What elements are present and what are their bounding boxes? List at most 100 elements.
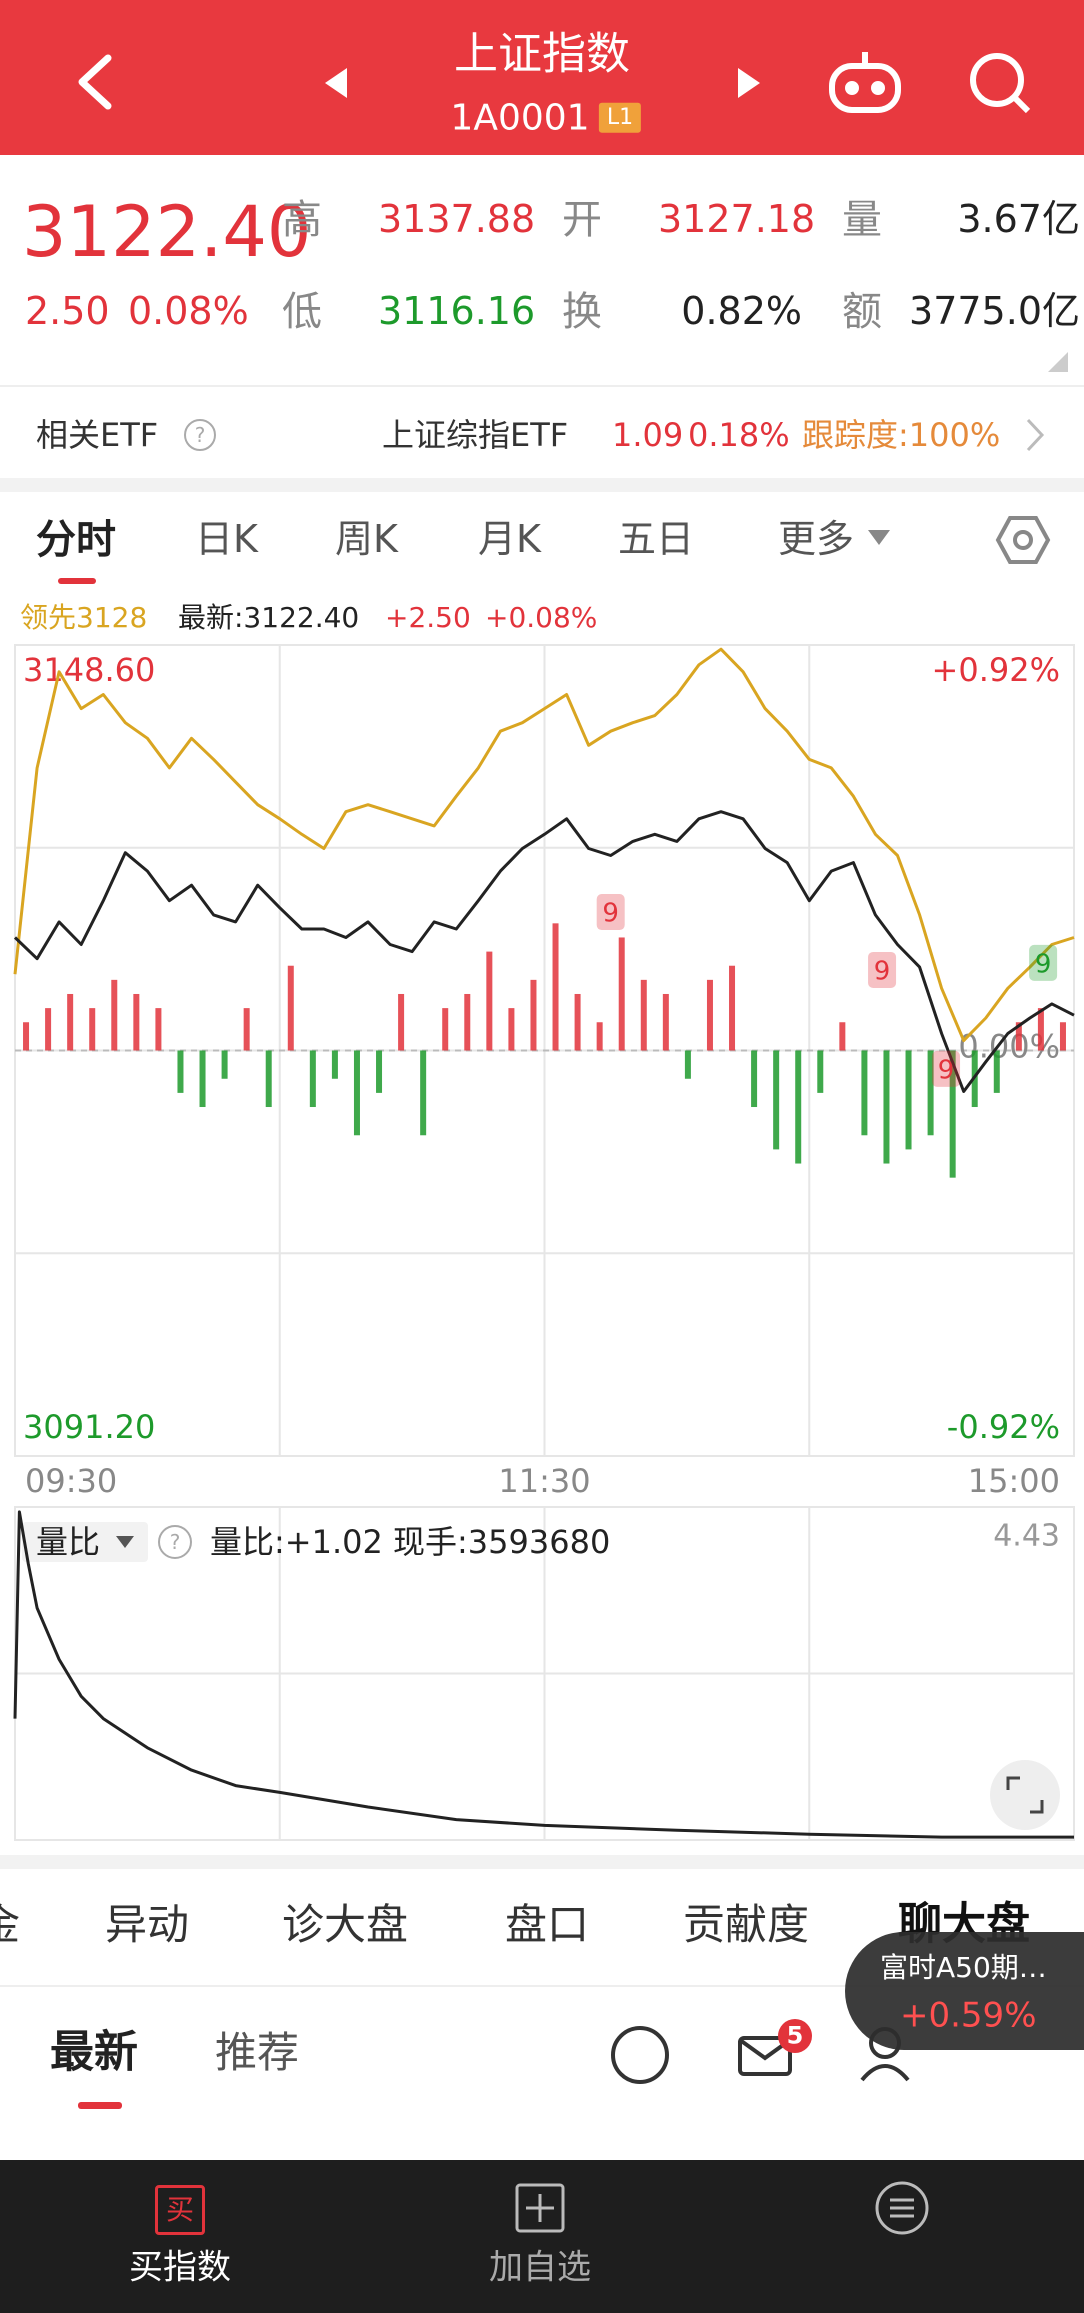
buy-icon[interactable]: 买 (155, 2185, 205, 2235)
volume-bar (420, 1050, 427, 1136)
floating-card[interactable]: 富时A50期… +0.59% (845, 1932, 1084, 2050)
section-tab[interactable]: 金 (0, 1900, 20, 1950)
fullscreen-button (1006, 1776, 1020, 1790)
value: 3137.88 (378, 197, 536, 242)
volume-bar (817, 1050, 824, 1093)
chart-tab[interactable]: 更多 (778, 517, 855, 562)
volume-bar (839, 1022, 846, 1051)
label: 额 (842, 289, 882, 335)
tab-indicator (58, 578, 96, 584)
volume-bar (883, 1050, 890, 1164)
chart-tab[interactable]: 分时 (36, 517, 116, 563)
volume-bar (155, 1008, 162, 1051)
value: 0.82% (681, 289, 802, 334)
info-icon: ? (170, 1530, 181, 1554)
volume-bar (442, 1008, 449, 1051)
value: 3127.18 (658, 197, 816, 242)
chart-tab[interactable]: 日K (195, 517, 258, 562)
signal-marker (1029, 944, 1058, 981)
level-badge: L1 (598, 102, 642, 134)
volume-bar (376, 1050, 383, 1093)
section-tab[interactable]: 贡献度 (683, 1899, 810, 1949)
mail-badge-count: 5 (786, 2021, 804, 2050)
volume-bar (662, 993, 669, 1051)
volume-bar (331, 1050, 338, 1079)
section-tab[interactable]: 盘口 (505, 1899, 590, 1949)
profile-button (860, 2064, 910, 2082)
expand-corner[interactable] (1048, 352, 1068, 372)
y-tick-label: 3091.20 (23, 1408, 155, 1446)
volume-bar (67, 993, 74, 1051)
volume-bar (177, 1050, 184, 1093)
volume-bar (706, 979, 713, 1051)
card-change: +0.59% (900, 1995, 1037, 2036)
volume-bar (949, 1050, 956, 1178)
add-icon[interactable] (515, 2183, 565, 2233)
menu-icon[interactable] (875, 2181, 929, 2235)
volume-bar (464, 993, 471, 1051)
volume-bar (773, 1050, 780, 1150)
section-tab[interactable]: 诊大盘 (282, 1899, 409, 1949)
signal-label: 9 (1035, 949, 1052, 979)
label: 开 (562, 197, 602, 243)
nav-buy[interactable]: 买指数 (129, 2247, 231, 2288)
back-button[interactable] (78, 54, 112, 110)
robot-button[interactable] (829, 52, 901, 113)
value: 3775.0亿 (909, 289, 1080, 334)
info-icon[interactable] (184, 419, 216, 451)
divider (0, 1855, 1084, 1869)
mail-badge (778, 2019, 812, 2053)
nav-watch[interactable]: 加自选 (489, 2247, 591, 2288)
label: 换 (562, 289, 602, 335)
volume-bar (265, 1050, 272, 1108)
search-button[interactable] (970, 53, 1031, 114)
chart-tab[interactable]: 五日 (618, 517, 695, 562)
y2-tick-label: -0.92% (947, 1408, 1060, 1446)
chart-tab[interactable]: 月K (478, 517, 541, 562)
volume-bar (1037, 1008, 1044, 1051)
community-button[interactable] (611, 2026, 669, 2084)
series-line (13, 810, 1075, 1093)
volume-bar (640, 979, 647, 1051)
chart-tab[interactable]: 周K (335, 517, 398, 562)
volume-bar (861, 1050, 868, 1136)
settings-button[interactable] (995, 516, 1051, 564)
change: 2.50 (25, 289, 110, 334)
selector[interactable]: 量比 (36, 1522, 101, 1561)
info-icon: ? (195, 423, 206, 447)
divider (0, 385, 1084, 387)
section-tab[interactable]: 异动 (105, 1899, 190, 1949)
volume-bar (111, 979, 118, 1051)
signal-label: 9 (602, 899, 619, 929)
chevron[interactable] (1026, 418, 1045, 452)
divider (0, 478, 1084, 492)
divider (0, 1985, 1084, 1987)
volume-bar (1015, 1022, 1022, 1051)
label: 量 (842, 197, 882, 243)
volume-bar (287, 965, 294, 1051)
etf-name[interactable]: 上证综指ETF (382, 415, 569, 454)
fullscreen-button (1030, 1800, 1044, 1814)
dropdown-arrow[interactable] (116, 1536, 134, 1548)
mail-button[interactable] (738, 2036, 792, 2076)
next-button[interactable] (738, 68, 760, 98)
change-label: +0.08% (485, 601, 598, 635)
volume-bar (353, 1050, 360, 1136)
card-title: 富时A50期… (880, 1951, 1047, 1985)
selector-box[interactable] (22, 1522, 148, 1562)
dropdown-arrow[interactable] (868, 530, 890, 545)
value: 3.67亿 (957, 197, 1080, 242)
etf-label: 相关ETF (36, 415, 159, 454)
info-icon[interactable] (158, 1525, 192, 1559)
prev-button[interactable] (325, 68, 347, 98)
feed-tab[interactable]: 推荐 (215, 2027, 300, 2077)
volume-bar (927, 1050, 934, 1136)
y-tick-label: 3148.60 (23, 651, 155, 689)
tab-indicator (78, 2102, 122, 2109)
feed-tab[interactable]: 最新 (50, 2026, 138, 2078)
volume-bar (45, 1008, 52, 1051)
series-line (13, 647, 1075, 1043)
header-bar (0, 0, 1084, 155)
volume-bar (905, 1050, 912, 1150)
readout: 现手:3593680 (393, 1522, 611, 1561)
